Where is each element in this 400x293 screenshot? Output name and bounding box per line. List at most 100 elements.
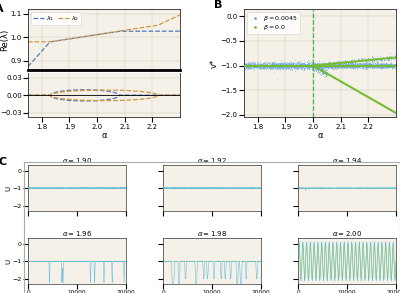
Point [339, 64, 346, 68]
Point [328, 63, 334, 67]
Point [274, 61, 280, 66]
Point [373, 66, 380, 70]
Point [256, 62, 263, 67]
Point [288, 63, 295, 68]
Point [269, 64, 276, 68]
Point [380, 64, 387, 69]
Point [370, 64, 377, 69]
Point [273, 67, 279, 71]
Point [326, 62, 333, 67]
Point [349, 63, 356, 68]
Point [297, 66, 304, 71]
Point [378, 63, 385, 68]
Point [291, 64, 298, 68]
Point [352, 59, 358, 63]
Point [313, 63, 320, 68]
Point [283, 67, 290, 71]
Point [380, 62, 386, 67]
Point [304, 62, 310, 67]
Point [343, 62, 350, 67]
Point [271, 67, 277, 71]
Point [312, 65, 318, 70]
Point [366, 63, 372, 67]
Point [252, 63, 258, 68]
Point [276, 64, 283, 68]
Point [375, 63, 382, 67]
Point [352, 65, 358, 69]
Point [284, 60, 290, 64]
Point [376, 56, 382, 61]
Point [246, 64, 252, 69]
Point [369, 64, 375, 68]
Point [323, 62, 329, 67]
Point [312, 61, 318, 65]
Point [332, 64, 339, 69]
Point [300, 64, 306, 68]
Point [331, 64, 338, 69]
Point [348, 63, 354, 68]
Point [286, 62, 292, 67]
Point [261, 64, 267, 68]
Point [338, 64, 344, 69]
Point [257, 62, 263, 67]
Point [312, 64, 318, 68]
Point [288, 66, 294, 70]
Point [324, 63, 330, 67]
Point [380, 63, 387, 68]
Point [332, 64, 339, 69]
Point [315, 67, 322, 72]
Point [310, 63, 316, 68]
Point [328, 63, 334, 68]
Point [324, 64, 331, 69]
Point [249, 63, 255, 68]
Point [258, 63, 264, 67]
Point [312, 63, 318, 68]
Point [300, 64, 306, 69]
Point [312, 66, 318, 71]
Point [294, 62, 300, 66]
Point [358, 63, 364, 68]
Point [353, 61, 360, 66]
Point [289, 62, 296, 67]
Point [253, 63, 259, 68]
Point [253, 64, 260, 69]
Point [270, 66, 276, 71]
Point [332, 63, 338, 67]
Point [328, 62, 334, 67]
Point [361, 64, 368, 69]
Point [282, 66, 289, 71]
Point [290, 62, 297, 67]
Point [322, 64, 328, 68]
Point [269, 63, 276, 68]
Point [246, 64, 252, 68]
Point [356, 63, 363, 68]
Point [273, 65, 280, 70]
Point [253, 63, 259, 68]
Point [339, 63, 345, 67]
Point [282, 62, 288, 67]
Point [302, 62, 308, 67]
Point [287, 64, 294, 69]
Point [345, 62, 352, 67]
Point [313, 67, 319, 72]
Point [257, 64, 264, 69]
Point [356, 62, 362, 67]
Point [269, 61, 275, 66]
Point [390, 64, 396, 69]
Point [307, 63, 313, 68]
Point [389, 62, 396, 67]
Point [272, 59, 278, 64]
Point [313, 63, 320, 68]
Point [264, 60, 270, 65]
Point [316, 69, 323, 74]
Point [335, 62, 342, 67]
Point [317, 62, 323, 67]
Point [342, 64, 348, 69]
Point [280, 62, 286, 66]
Point [288, 62, 295, 67]
Point [357, 64, 364, 69]
$\lambda_1$ [52, 39, 57, 43]
Point [312, 63, 319, 67]
Point [383, 64, 389, 68]
Point [325, 65, 331, 70]
